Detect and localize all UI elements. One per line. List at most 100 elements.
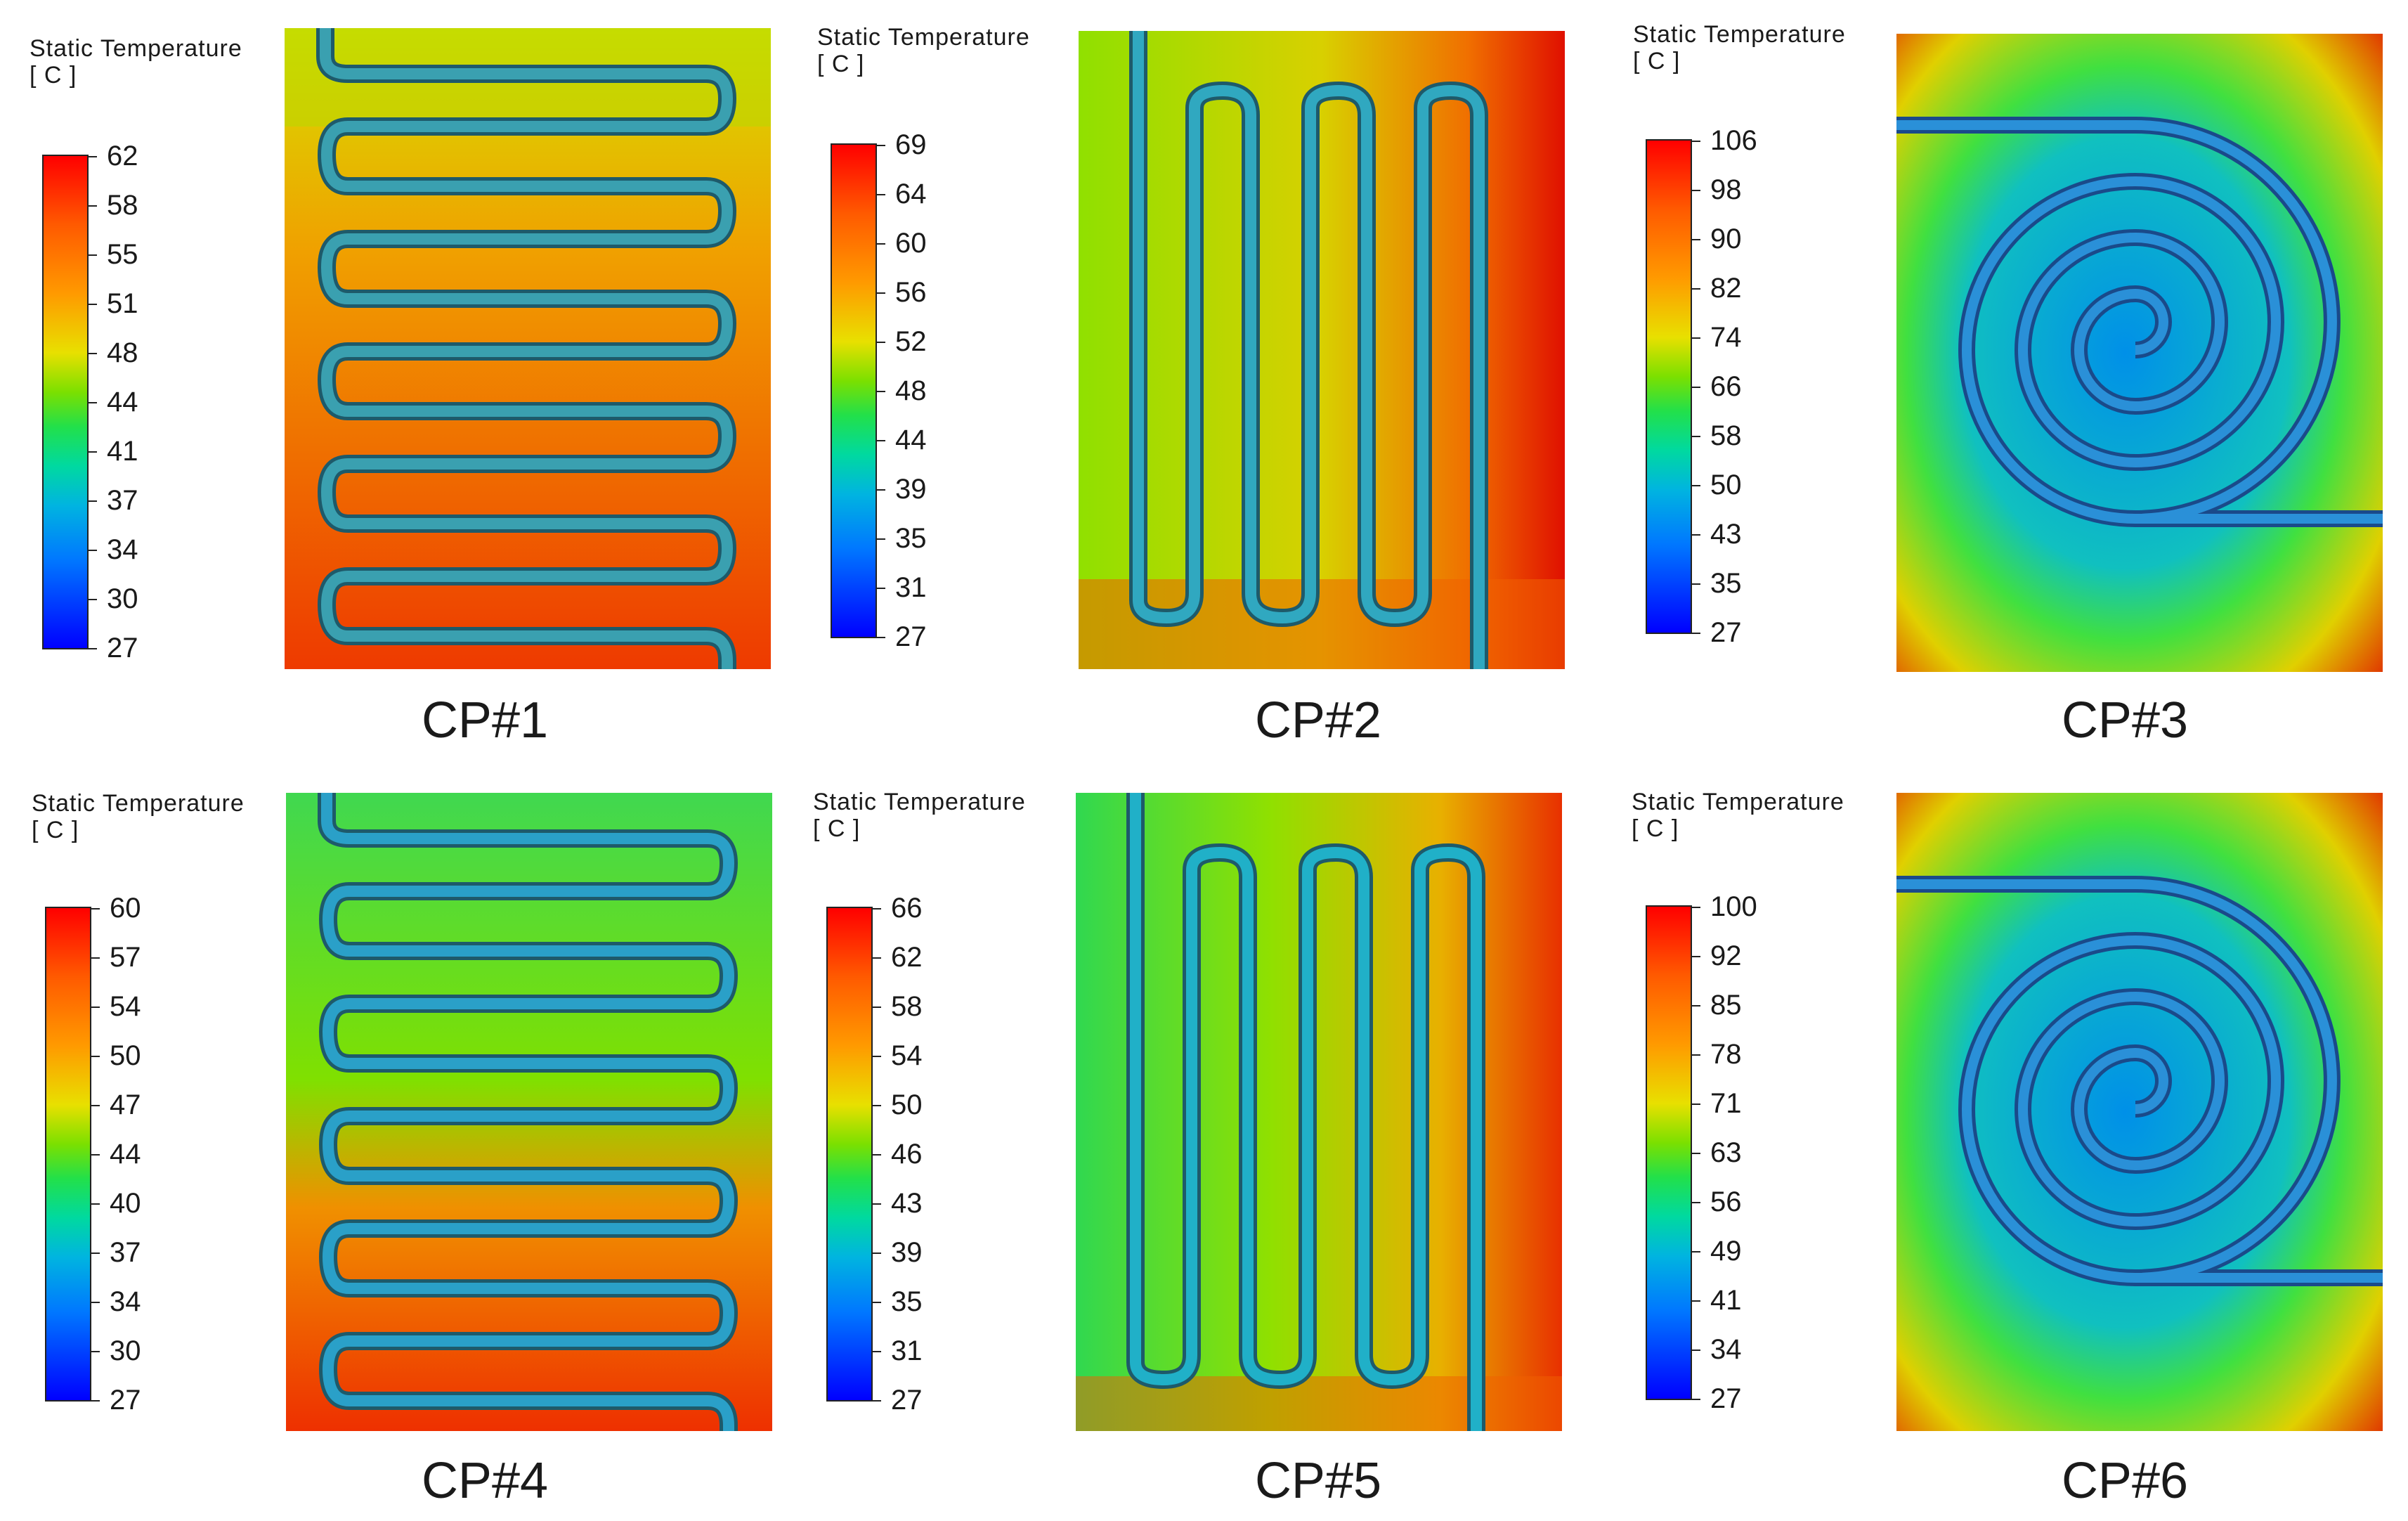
colorbar-tick — [871, 1007, 881, 1008]
colorbar-tick — [1691, 1399, 1700, 1400]
colorbar-tick-label: 30 — [110, 1335, 141, 1366]
temperature-plate-serpentine-vertical — [1079, 31, 1565, 669]
legend-unit: [ C ] — [32, 817, 79, 843]
legend-unit: [ C ] — [1632, 815, 1679, 842]
colorbar-tick — [876, 194, 885, 195]
colorbar-tick-label: 35 — [895, 523, 927, 554]
colorbar-tick — [871, 1154, 881, 1156]
colorbar-tick — [876, 292, 885, 294]
colorbar-tick — [871, 1105, 881, 1106]
colorbar-tick — [1691, 141, 1700, 142]
temperature-plate-spiral — [1896, 793, 2383, 1431]
colorbar-tick-label: 90 — [1710, 224, 1742, 254]
colorbar-tick — [1691, 534, 1700, 536]
colorbar-tick-label: 58 — [107, 190, 138, 221]
colorbar-tick — [1691, 239, 1700, 240]
colorbar-tick — [87, 254, 97, 256]
colorbar-tick — [871, 1351, 881, 1352]
temperature-plate-serpentine-vertical — [1076, 793, 1562, 1431]
colorbar-tick-label: 47 — [110, 1089, 141, 1120]
colorbar-tick-label: 56 — [895, 277, 927, 308]
colorbar-tick — [876, 342, 885, 343]
colorbar-tick-label: 39 — [891, 1237, 923, 1268]
colorbar-tick — [90, 1253, 100, 1254]
colorbar-tick — [876, 588, 885, 589]
colorbar-tick — [87, 205, 97, 207]
colorbar-tick-label: 50 — [1710, 470, 1742, 500]
temperature-plate-spiral — [1896, 34, 2383, 672]
colorbar-tick — [1691, 1103, 1700, 1105]
caption: CP#1 — [421, 692, 549, 749]
colorbar — [831, 143, 877, 638]
legend-title: Static Temperature — [1633, 21, 1846, 48]
colorbar-tick-label: 62 — [891, 942, 923, 973]
caption: CP#6 — [2061, 1453, 2189, 1509]
colorbar-tick — [871, 1253, 881, 1254]
colorbar-tick-label: 56 — [1710, 1186, 1742, 1217]
colorbar-tick — [87, 304, 97, 305]
colorbar-tick — [1691, 337, 1700, 339]
colorbar-tick — [1691, 1054, 1700, 1056]
colorbar-tick-label: 50 — [891, 1089, 923, 1120]
colorbar-tick — [1691, 583, 1700, 585]
temperature-plate-serpentine-horizontal — [286, 793, 772, 1431]
colorbar-tick-label: 27 — [891, 1385, 923, 1416]
colorbar-tick-label: 37 — [110, 1237, 141, 1268]
colorbar-tick-label: 69 — [895, 129, 927, 160]
colorbar-tick — [876, 637, 885, 638]
colorbar-tick — [90, 1007, 100, 1008]
legend-unit: [ C ] — [30, 62, 77, 89]
caption: CP#3 — [2061, 692, 2189, 749]
colorbar-tick-label: 82 — [1710, 273, 1742, 304]
colorbar-tick — [1691, 1350, 1700, 1351]
colorbar-tick-label: 54 — [110, 991, 141, 1022]
colorbar-tick — [90, 1400, 100, 1402]
colorbar-tick-label: 43 — [891, 1188, 923, 1219]
colorbar-tick — [1691, 288, 1700, 290]
colorbar-tick-label: 34 — [107, 534, 138, 565]
colorbar-tick — [876, 391, 885, 392]
legend-unit: [ C ] — [813, 815, 861, 842]
colorbar-tick-label: 92 — [1710, 940, 1742, 971]
colorbar — [45, 907, 91, 1402]
panel-cp3: Static Temperature [ C ] 106 98 90 82 74 66 58… — [1605, 0, 2407, 760]
colorbar-tick-label: 50 — [110, 1040, 141, 1071]
colorbar-tick-label: 43 — [1710, 519, 1742, 550]
temperature-plate-serpentine-horizontal — [285, 28, 771, 669]
colorbar-tick-label: 31 — [895, 572, 927, 603]
colorbar-tick-label: 37 — [107, 485, 138, 516]
colorbar-tick — [871, 1302, 881, 1303]
colorbar-tick — [90, 1351, 100, 1352]
colorbar-tick — [1691, 633, 1700, 634]
colorbar-tick-label: 27 — [895, 621, 927, 652]
colorbar — [42, 155, 89, 649]
colorbar-tick — [87, 550, 97, 551]
colorbar-tick — [90, 957, 100, 959]
colorbar-tick-label: 44 — [107, 387, 138, 418]
colorbar-tick — [90, 908, 100, 910]
colorbar-tick-label: 49 — [1710, 1236, 1742, 1267]
legend-title: Static Temperature — [817, 24, 1030, 51]
colorbar-tick-label: 63 — [1710, 1137, 1742, 1168]
colorbar-tick-label: 27 — [110, 1385, 141, 1416]
panel-cp5: Static Temperature [ C ] 66 62 58 54 50 46 43 3… — [802, 760, 1605, 1521]
colorbar-tick — [876, 243, 885, 245]
colorbar-tick-label: 52 — [895, 326, 927, 357]
legend-title: Static Temperature — [32, 790, 245, 817]
legend-title: Static Temperature — [813, 789, 1026, 815]
colorbar-tick — [871, 1056, 881, 1057]
colorbar-tick-label: 48 — [895, 375, 927, 406]
colorbar-tick-label: 44 — [895, 425, 927, 455]
colorbar-tick-label: 34 — [1710, 1334, 1742, 1365]
colorbar-tick-label: 35 — [1710, 568, 1742, 599]
colorbar-tick — [1691, 1300, 1700, 1302]
colorbar — [826, 907, 873, 1402]
colorbar-tick — [90, 1154, 100, 1156]
colorbar-tick-label: 60 — [110, 893, 141, 924]
colorbar-tick — [90, 1105, 100, 1106]
legend-unit: [ C ] — [1633, 48, 1681, 75]
legend-title: Static Temperature — [30, 35, 242, 62]
colorbar-tick-label: 57 — [110, 942, 141, 973]
caption: CP#5 — [1254, 1453, 1382, 1509]
colorbar-tick-label: 64 — [895, 179, 927, 209]
